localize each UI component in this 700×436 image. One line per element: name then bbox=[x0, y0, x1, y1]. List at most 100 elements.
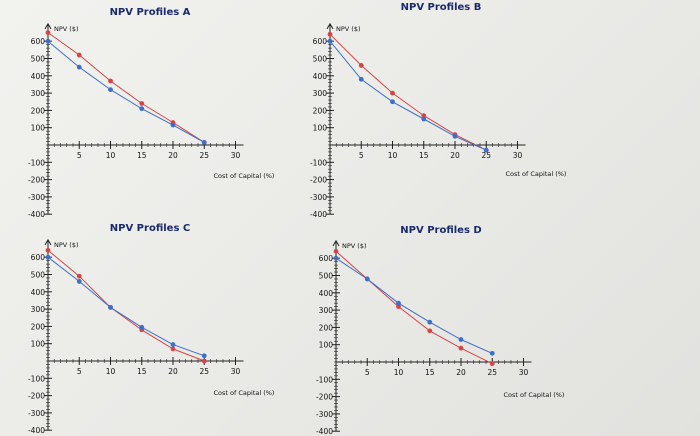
series-line-1 bbox=[335, 257, 493, 354]
data-point-series-1 bbox=[396, 300, 401, 306]
data-point-series-0 bbox=[421, 113, 427, 118]
panel-title: NPV Profiles B bbox=[401, 2, 482, 13]
y-tick-label: -400 bbox=[316, 427, 333, 436]
data-point-series-1 bbox=[201, 353, 207, 359]
y-tick-label: 600 bbox=[313, 37, 328, 46]
panel-title: NPV Profiles C bbox=[110, 223, 190, 234]
y-axis-arrow-icon bbox=[44, 22, 52, 30]
y-tick-label: 200 bbox=[319, 323, 334, 332]
y-tick-label: 100 bbox=[319, 341, 334, 350]
y-tick-label: -300 bbox=[316, 410, 333, 419]
x-tick-label: 5 bbox=[77, 367, 82, 376]
data-point-series-0 bbox=[390, 90, 395, 96]
data-point-series-0 bbox=[76, 273, 82, 279]
x-tick-label: 20 bbox=[450, 151, 460, 160]
x-tick-label: 25 bbox=[199, 151, 209, 160]
data-point-series-1 bbox=[170, 122, 176, 128]
y-tick-label: 600 bbox=[31, 37, 46, 46]
data-point-series-1 bbox=[427, 319, 433, 325]
y-tick-label: 400 bbox=[31, 72, 46, 81]
y-tick-label: -300 bbox=[28, 409, 45, 418]
y-tick-label: -400 bbox=[28, 426, 45, 435]
y-tick-label: 600 bbox=[31, 253, 46, 262]
y-tick-label: -300 bbox=[310, 193, 327, 202]
x-tick-label: 20 bbox=[456, 368, 466, 377]
y-tick-label: -100 bbox=[310, 158, 327, 167]
x-tick-label: 20 bbox=[168, 367, 178, 376]
data-point-series-1 bbox=[421, 116, 427, 122]
x-tick-label: 30 bbox=[231, 367, 241, 376]
x-tick-label: 5 bbox=[359, 151, 364, 160]
data-point-series-0 bbox=[45, 30, 51, 35]
data-point-series-1 bbox=[483, 147, 489, 153]
y-tick-label: -100 bbox=[28, 374, 45, 383]
data-point-series-1 bbox=[458, 337, 464, 342]
y-tick-label: -400 bbox=[310, 210, 327, 219]
npv-panel-0: NPV Profiles A 600 500 400 300 200 100 -100 -200… bbox=[28, 7, 275, 219]
data-point-series-0 bbox=[327, 31, 333, 37]
data-point-series-0 bbox=[458, 345, 464, 351]
y-tick-label: -200 bbox=[316, 393, 333, 402]
y-tick-label: 100 bbox=[313, 124, 328, 133]
x-tick-label: 15 bbox=[137, 367, 147, 376]
y-tick-label: 400 bbox=[319, 289, 334, 298]
series-line-1 bbox=[47, 40, 205, 143]
x-tick-label: 10 bbox=[394, 368, 404, 377]
data-point-series-1 bbox=[452, 133, 458, 139]
data-point-series-0 bbox=[108, 78, 113, 84]
y-tick-label: 300 bbox=[319, 306, 334, 315]
x-tick-label: 15 bbox=[419, 151, 429, 160]
x-tick-label: 30 bbox=[231, 151, 241, 160]
data-point-series-1 bbox=[170, 342, 176, 347]
panel-title: NPV Profiles D bbox=[400, 225, 481, 236]
y-tick-label: 500 bbox=[31, 271, 46, 280]
series-line-0 bbox=[47, 32, 205, 143]
npv-panel-1: NPV Profiles B 600 500 400 300 200 100 -100 -200… bbox=[310, 2, 567, 219]
data-point-series-0 bbox=[45, 247, 51, 253]
data-point-series-1 bbox=[390, 99, 395, 105]
npv-panel-2: NPV Profiles C 600 500 400 300 200 100 -100 -200… bbox=[28, 223, 275, 435]
y-tick-label: 200 bbox=[31, 106, 46, 115]
y-tick-label: 400 bbox=[31, 288, 46, 297]
series-line-0 bbox=[335, 250, 493, 365]
data-point-series-1 bbox=[45, 254, 51, 260]
data-point-series-0 bbox=[170, 346, 176, 352]
data-point-series-1 bbox=[45, 38, 51, 44]
y-tick-label: 100 bbox=[31, 340, 46, 349]
data-point-series-1 bbox=[76, 279, 82, 284]
series-line-0 bbox=[47, 249, 205, 362]
series-line-1 bbox=[329, 40, 487, 151]
x-tick-label: 15 bbox=[425, 368, 435, 377]
x-tick-label: 25 bbox=[199, 367, 209, 376]
x-tick-label: 5 bbox=[365, 368, 370, 377]
series-line-0 bbox=[329, 33, 487, 151]
y-tick-label: 600 bbox=[319, 254, 334, 263]
y-tick-label: 500 bbox=[313, 55, 328, 64]
npv-panel-3: NPV Profiles D 600 500 400 300 200 100 -100 -200… bbox=[316, 225, 565, 436]
y-tick-label: 300 bbox=[313, 89, 328, 98]
y-tick-label: -100 bbox=[316, 375, 333, 384]
data-point-series-1 bbox=[358, 76, 364, 82]
x-tick-label: 30 bbox=[519, 368, 529, 377]
y-tick-label: -300 bbox=[28, 193, 45, 202]
data-point-series-0 bbox=[333, 248, 339, 254]
y-tick-label: -200 bbox=[28, 392, 45, 401]
y-tick-label: -100 bbox=[28, 158, 45, 167]
data-point-series-0 bbox=[201, 358, 207, 364]
data-point-series-1 bbox=[327, 38, 333, 44]
series-line-1 bbox=[47, 256, 205, 357]
data-point-series-1 bbox=[139, 324, 145, 330]
y-tick-label: -400 bbox=[28, 210, 45, 219]
data-point-series-1 bbox=[201, 140, 207, 145]
x-tick-label: 10 bbox=[106, 367, 116, 376]
data-point-series-1 bbox=[76, 64, 82, 70]
data-point-series-1 bbox=[108, 87, 113, 93]
x-axis-label: Cost of Capital (%) bbox=[506, 170, 567, 178]
y-axis-label: NPV ($) bbox=[336, 25, 361, 33]
y-axis-arrow-icon bbox=[326, 22, 334, 30]
x-tick-label: 25 bbox=[481, 151, 491, 160]
x-axis-label: Cost of Capital (%) bbox=[214, 172, 275, 180]
data-point-series-0 bbox=[139, 101, 145, 106]
x-tick-label: 30 bbox=[513, 151, 523, 160]
